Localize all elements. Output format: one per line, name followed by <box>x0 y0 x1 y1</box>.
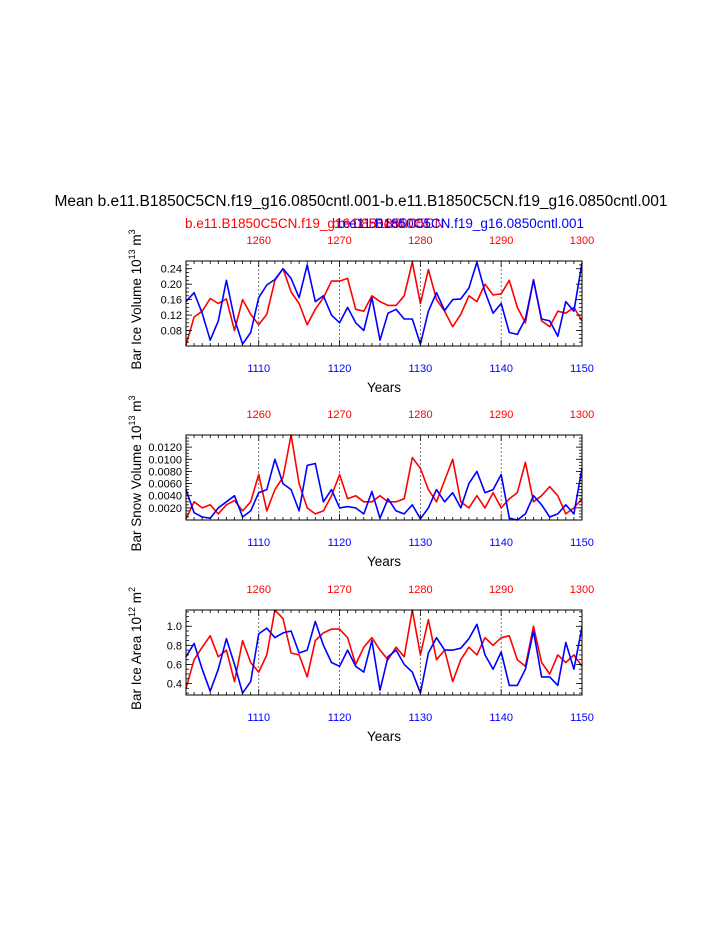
x-tick-label-top: 1300 <box>570 235 594 247</box>
x-axis-title: Years <box>367 380 401 395</box>
x-tick-label-bottom: 1150 <box>570 712 594 724</box>
x-axis-title: Years <box>367 729 401 744</box>
figure-title: Mean b.e11.B1850C5CN.f19_g16.0850cntl.00… <box>55 193 668 210</box>
x-axis-title: Years <box>367 554 401 569</box>
x-tick-label-top: 1300 <box>570 584 594 596</box>
y-axis-title-text: Bar Snow Volume 10 <box>129 425 144 551</box>
plot-frame <box>185 609 583 696</box>
y-axis-title-exponent: 13 <box>127 415 137 425</box>
x-tick-label-bottom: 1150 <box>570 363 594 375</box>
series-line-red <box>185 261 583 346</box>
x-tick-label-top: 1290 <box>489 584 513 596</box>
x-tick-label-bottom: 1130 <box>409 712 433 724</box>
panel-3: 0.4 0.6 0.8 1.0 1110 1120 1130 1140 1150 1260 1270… <box>127 584 594 744</box>
x-tick-label-top: 1270 <box>327 235 351 247</box>
x-tick-label-bottom: 1140 <box>489 537 513 549</box>
x-tick-label-top: 1270 <box>327 409 351 421</box>
x-tick-label-top: 1280 <box>408 409 432 421</box>
y-tick-label: 0.0020 <box>148 503 182 515</box>
legend-case2-blue: b.e11.B1850C5CN.f19_g16.0850cntl.001 <box>338 216 584 231</box>
y-axis-title-exponent: 12 <box>127 607 137 617</box>
y-axis-title-exponent: 3 <box>127 229 137 234</box>
series-line-blue <box>185 261 583 345</box>
y-tick-label: 0.6 <box>167 659 182 671</box>
y-tick-label: 0.8 <box>167 640 182 652</box>
y-tick-label: 1.0 <box>167 621 182 633</box>
x-tick-label-top: 1260 <box>246 584 270 596</box>
y-tick-label: 0.0120 <box>148 442 182 454</box>
y-tick-label: 0.0080 <box>148 466 182 478</box>
series-line-red <box>185 434 583 520</box>
y-axis-title-exponent: 13 <box>127 249 137 259</box>
x-tick-label-top: 1300 <box>570 409 594 421</box>
y-tick-label: 0.20 <box>161 279 182 291</box>
y-axis-title: Bar Ice Volume 1013 m3 <box>127 229 144 369</box>
x-tick-label-bottom: 1120 <box>328 363 352 375</box>
panels: 0.08 0.12 0.16 0.20 0.24 1110 1120 1130 1140 1150… <box>127 229 594 744</box>
y-axis-title-text: m <box>129 234 144 249</box>
y-axis-title-text: Bar Ice Area 10 <box>129 617 144 710</box>
x-tick-label-bottom: 1110 <box>247 712 270 724</box>
x-tick-label-top: 1270 <box>327 584 351 596</box>
x-tick-label-bottom: 1130 <box>409 537 433 549</box>
x-tick-label-top: 1290 <box>489 409 513 421</box>
series-line-blue <box>185 458 583 521</box>
x-tick-label-top: 1260 <box>246 409 270 421</box>
y-axis-title-exponent: 2 <box>127 587 137 592</box>
x-tick-label-top: 1280 <box>408 584 432 596</box>
y-axis-title-text: Bar Ice Volume 10 <box>129 259 144 369</box>
y-axis-title: Bar Snow Volume 1013 m3 <box>127 395 144 551</box>
y-tick-label: 0.0100 <box>148 454 182 466</box>
y-tick-label: 0.0040 <box>148 491 182 503</box>
y-axis-title-text: m <box>129 400 144 415</box>
legend-case1-red: b.e11.B1850C5CN.f19_g16.0850cntl.001 <box>185 216 431 231</box>
x-tick-label-bottom: 1150 <box>570 537 594 549</box>
x-tick-label-bottom: 1140 <box>489 363 513 375</box>
panel-1: 0.08 0.12 0.16 0.20 0.24 1110 1120 1130 1140 1150… <box>127 229 594 395</box>
x-tick-label-top: 1280 <box>408 235 432 247</box>
x-tick-label-bottom: 1130 <box>409 363 433 375</box>
x-tick-label-top: 1290 <box>489 235 513 247</box>
series-line-red <box>185 609 583 689</box>
x-tick-label-bottom: 1110 <box>247 537 270 549</box>
y-tick-label: 0.0060 <box>148 479 182 491</box>
x-tick-label-bottom: 1120 <box>328 712 352 724</box>
y-tick-label: 0.08 <box>161 326 182 338</box>
x-tick-label-bottom: 1120 <box>328 537 352 549</box>
y-axis-title-text: m <box>129 592 144 607</box>
x-tick-label-bottom: 1140 <box>489 712 513 724</box>
legend-overlap: b.e11.B1850C5CN <box>332 216 444 231</box>
y-tick-label: 0.24 <box>161 264 182 276</box>
series-line-blue <box>185 620 583 694</box>
y-axis-title-exponent: 3 <box>127 395 137 400</box>
y-axis-title: Bar Ice Area 1012 m2 <box>127 587 144 710</box>
y-tick-label: 0.4 <box>167 679 182 691</box>
x-tick-label-top: 1260 <box>246 235 270 247</box>
x-tick-label-bottom: 1110 <box>247 363 270 375</box>
y-tick-label: 0.16 <box>161 295 182 307</box>
y-tick-label: 0.12 <box>161 310 182 322</box>
